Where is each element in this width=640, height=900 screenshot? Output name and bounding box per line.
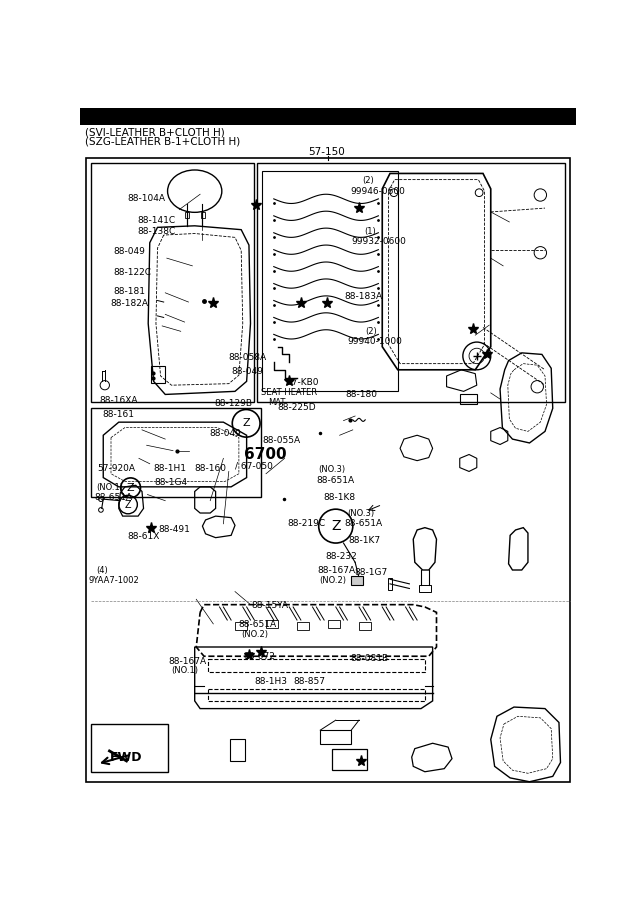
Text: 88-049: 88-049 (209, 429, 241, 438)
Text: 57-KB0: 57-KB0 (286, 378, 318, 387)
Text: (NO.2): (NO.2) (241, 630, 268, 639)
Text: 57-150: 57-150 (308, 147, 346, 157)
Text: (NO.3): (NO.3) (347, 508, 374, 518)
Text: This part is not serviced.: This part is not serviced. (208, 112, 328, 122)
Bar (297, 623, 308, 630)
Text: 88-167A: 88-167A (168, 656, 207, 665)
Text: (SZG-LEATHER B-1+CLOTH H): (SZG-LEATHER B-1+CLOTH H) (84, 136, 240, 146)
Bar (419, 585, 431, 591)
Bar (151, 366, 165, 382)
Text: (NO.1): (NO.1) (171, 666, 198, 675)
Bar (460, 394, 477, 404)
Text: 88-181: 88-181 (114, 287, 146, 296)
Text: 9YAA7-1002: 9YAA7-1002 (89, 576, 140, 585)
Text: (4): (4) (96, 566, 108, 575)
Bar (257, 164, 565, 402)
Text: 88-1K7: 88-1K7 (349, 536, 381, 544)
Text: 88-1G7: 88-1G7 (355, 568, 388, 577)
Text: 88-16XA: 88-16XA (100, 396, 138, 405)
Bar (80, 108, 576, 125)
Bar (320, 730, 351, 744)
Text: 88-651A: 88-651A (345, 519, 383, 528)
Bar (359, 623, 371, 630)
Text: 57-920A: 57-920A (97, 464, 136, 472)
Text: / 67-050: / 67-050 (235, 462, 273, 471)
Text: 88-129B: 88-129B (214, 399, 252, 408)
Text: 88-1H1: 88-1H1 (154, 464, 186, 472)
Text: 99932-0600: 99932-0600 (352, 237, 406, 246)
Text: 88-104A: 88-104A (127, 194, 165, 202)
Text: 88-138C: 88-138C (137, 227, 175, 236)
Bar (201, 212, 205, 218)
Text: (NO.3): (NO.3) (318, 465, 345, 474)
Text: DRIVER SIDE: DRIVER SIDE (84, 107, 213, 125)
Text: 99940-1000: 99940-1000 (348, 337, 403, 346)
Text: (2): (2) (363, 176, 374, 185)
Text: 88-072: 88-072 (244, 652, 276, 662)
Text: 6700: 6700 (244, 447, 286, 462)
Text: 88-081B: 88-081B (350, 654, 388, 663)
Bar (332, 749, 367, 770)
Text: 88-651A: 88-651A (316, 475, 354, 484)
Text: 88-182A: 88-182A (111, 299, 148, 308)
Text: Z: Z (243, 418, 250, 428)
Text: 88-183A: 88-183A (345, 292, 383, 301)
Text: 88-055A: 88-055A (262, 436, 301, 446)
Text: 88-122C: 88-122C (114, 268, 152, 277)
Bar (208, 689, 425, 701)
Text: Z: Z (127, 482, 134, 493)
Bar (91, 409, 261, 497)
Bar (186, 212, 189, 218)
Bar (388, 578, 392, 590)
Text: 88-225D: 88-225D (277, 403, 316, 412)
Text: 88-651A: 88-651A (94, 493, 132, 502)
Text: (NO.1): (NO.1) (96, 482, 123, 491)
Bar (91, 724, 168, 771)
Bar (230, 740, 245, 761)
Text: ★: ★ (198, 110, 209, 123)
Text: 88-15YA: 88-15YA (251, 601, 288, 610)
Text: 88-61X: 88-61X (127, 532, 159, 541)
Text: 88-049: 88-049 (231, 367, 263, 376)
Text: (1): (1) (365, 227, 376, 236)
Text: 99946-0600: 99946-0600 (351, 186, 406, 195)
Text: 88-058A: 88-058A (229, 353, 267, 362)
Text: SEAT HEATER: SEAT HEATER (261, 388, 317, 397)
Text: 88-180: 88-180 (346, 391, 378, 400)
Bar (262, 171, 397, 391)
Text: (NO.2): (NO.2) (319, 576, 346, 585)
Bar (235, 623, 246, 630)
Text: FWD: FWD (109, 751, 142, 763)
Text: (2): (2) (365, 327, 377, 336)
Bar (208, 659, 425, 672)
Text: 88-1K8: 88-1K8 (323, 493, 355, 502)
Bar (91, 164, 253, 402)
FancyArrowPatch shape (102, 755, 128, 764)
Text: 88-1H3: 88-1H3 (255, 677, 287, 686)
Text: 88-161: 88-161 (102, 410, 134, 418)
Text: (SVI-LEATHER B+CLOTH H): (SVI-LEATHER B+CLOTH H) (84, 128, 225, 138)
Text: Z: Z (331, 519, 340, 533)
Text: 88-651A: 88-651A (239, 620, 277, 629)
Text: 88-160: 88-160 (194, 464, 226, 472)
Text: 88-232: 88-232 (325, 552, 356, 561)
Text: Z: Z (125, 500, 131, 509)
Text: MAT: MAT (269, 398, 286, 407)
Text: 88-219C: 88-219C (287, 519, 326, 528)
Text: 88-049: 88-049 (114, 247, 146, 256)
Text: 88-167A: 88-167A (317, 566, 355, 575)
Bar (266, 620, 278, 628)
Text: 88-857: 88-857 (293, 677, 325, 686)
Bar (351, 576, 363, 585)
Text: 88-141C: 88-141C (137, 216, 175, 225)
Text: 88-491: 88-491 (158, 525, 190, 534)
Text: 88-1G4: 88-1G4 (154, 478, 188, 487)
Bar (328, 620, 340, 628)
